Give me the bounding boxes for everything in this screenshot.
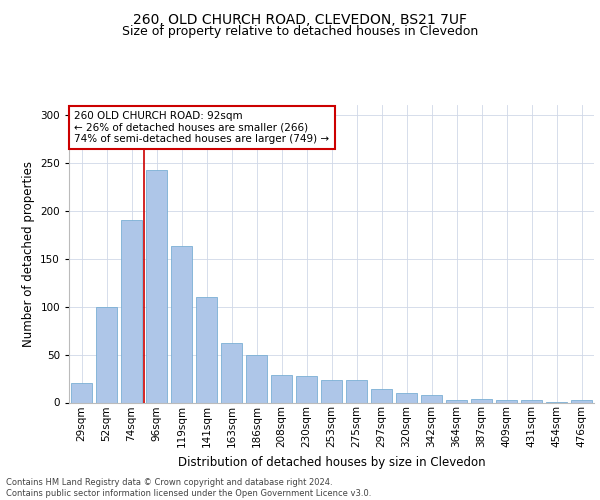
Bar bbox=[221, 343, 242, 402]
Bar bbox=[371, 389, 392, 402]
Text: Size of property relative to detached houses in Clevedon: Size of property relative to detached ho… bbox=[122, 24, 478, 38]
Bar bbox=[296, 376, 317, 402]
Bar bbox=[71, 384, 92, 402]
Bar bbox=[196, 297, 217, 403]
Text: 260, OLD CHURCH ROAD, CLEVEDON, BS21 7UF: 260, OLD CHURCH ROAD, CLEVEDON, BS21 7UF bbox=[133, 12, 467, 26]
Bar bbox=[571, 400, 592, 402]
X-axis label: Distribution of detached houses by size in Clevedon: Distribution of detached houses by size … bbox=[178, 456, 485, 468]
Bar bbox=[246, 356, 267, 403]
Bar bbox=[496, 400, 517, 402]
Bar bbox=[271, 374, 292, 402]
Text: 260 OLD CHURCH ROAD: 92sqm
← 26% of detached houses are smaller (266)
74% of sem: 260 OLD CHURCH ROAD: 92sqm ← 26% of deta… bbox=[74, 111, 329, 144]
Bar bbox=[346, 380, 367, 402]
Bar bbox=[421, 395, 442, 402]
Bar bbox=[521, 400, 542, 402]
Bar bbox=[121, 220, 142, 402]
Bar bbox=[146, 170, 167, 402]
Y-axis label: Number of detached properties: Number of detached properties bbox=[22, 161, 35, 347]
Bar bbox=[171, 246, 192, 402]
Bar bbox=[321, 380, 342, 402]
Bar bbox=[446, 400, 467, 402]
Bar bbox=[396, 393, 417, 402]
Bar bbox=[471, 398, 492, 402]
Text: Contains HM Land Registry data © Crown copyright and database right 2024.
Contai: Contains HM Land Registry data © Crown c… bbox=[6, 478, 371, 498]
Bar bbox=[96, 308, 117, 402]
